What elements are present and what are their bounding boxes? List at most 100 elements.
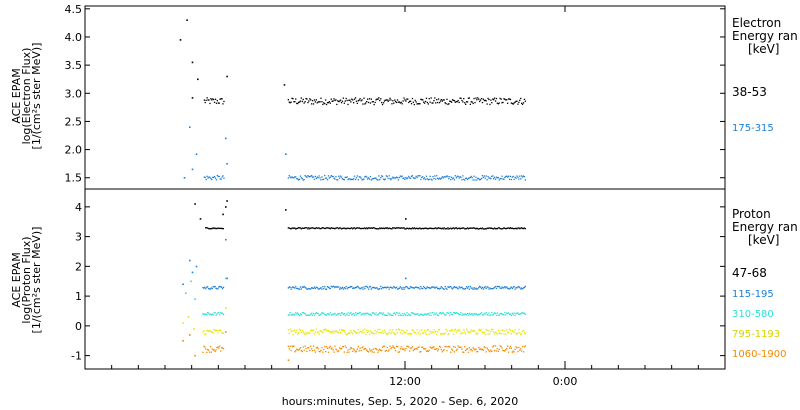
proton-point-310-580 — [379, 312, 381, 314]
electron-point-175-315 — [382, 178, 385, 180]
proton-point-1060-1900 — [488, 350, 490, 352]
electron-point-175-315 — [212, 176, 214, 178]
proton-point-115-195 — [423, 285, 425, 288]
electron-point-175-315 — [507, 175, 510, 177]
proton-point-47-68 — [311, 227, 313, 229]
proton-point-310-580 — [405, 314, 407, 316]
electron-point-175-315 — [396, 177, 399, 179]
proton-point-310-580 — [295, 312, 297, 314]
proton-point-1060-1900 — [390, 347, 392, 350]
proton-point-1060-1900 — [373, 351, 375, 353]
proton-point-47-68 — [461, 227, 463, 229]
proton-point-310-580 — [477, 314, 479, 316]
electron-point-38-53 — [311, 103, 313, 105]
proton-point-115-195 — [409, 286, 412, 288]
proton-point-115-195 — [467, 286, 470, 288]
electron-point-38-53 — [492, 98, 494, 100]
electron-point-38-53 — [214, 98, 217, 100]
proton-point-795-1193 — [211, 331, 213, 333]
electron-point-175-315 — [503, 178, 505, 180]
proton-point-310-580 — [212, 314, 214, 316]
proton-point-115-195 — [456, 287, 458, 289]
proton-point-47-68 — [462, 227, 464, 229]
electron-point-38-53 — [207, 99, 209, 101]
proton-point-1060-1900 — [460, 346, 462, 348]
proton-point-47-68 — [226, 200, 228, 202]
electron-point-175-315 — [285, 153, 287, 155]
proton-point-115-195 — [341, 286, 344, 289]
proton-point-795-1193 — [495, 332, 498, 334]
electron-point-38-53 — [418, 103, 420, 105]
electron-point-38-53 — [379, 99, 381, 102]
electron-point-175-315 — [475, 176, 477, 178]
electron-point-38-53 — [220, 98, 222, 100]
electron-point-38-53 — [377, 98, 379, 100]
electron-point-38-53 — [433, 100, 435, 102]
proton-point-47-68 — [437, 227, 440, 229]
proton-point-795-1193 — [340, 329, 343, 331]
proton-point-310-580 — [221, 312, 223, 314]
proton-point-1060-1900 — [218, 347, 220, 349]
proton-point-795-1193 — [217, 332, 219, 334]
proton-point-1060-1900 — [519, 349, 521, 351]
electron-point-38-53 — [348, 99, 350, 101]
proton-point-1060-1900 — [395, 345, 398, 347]
proton-point-1060-1900 — [345, 346, 347, 349]
proton-point-795-1193 — [182, 322, 184, 324]
proton-point-310-580 — [416, 313, 418, 315]
electron-point-38-53 — [496, 102, 498, 104]
proton-point-115-195 — [389, 286, 391, 288]
electron-point-38-53 — [490, 99, 492, 101]
proton-point-795-1193 — [507, 331, 510, 333]
electron-point-175-315 — [381, 175, 384, 178]
proton-point-1060-1900 — [322, 351, 324, 353]
proton-point-310-580 — [393, 312, 395, 314]
proton-point-47-68 — [497, 227, 499, 229]
proton-point-47-68 — [222, 213, 224, 216]
proton-point-795-1193 — [326, 330, 329, 332]
proton-point-47-68 — [473, 227, 475, 229]
proton-point-1060-1900 — [288, 348, 290, 350]
electron-point-175-315 — [370, 179, 372, 181]
electron-point-38-53 — [353, 102, 355, 104]
proton-point-310-580 — [205, 313, 207, 315]
proton-point-795-1193 — [428, 333, 430, 335]
proton-point-310-580 — [501, 313, 503, 315]
proton-point-1060-1900 — [450, 351, 452, 353]
proton-point-310-580 — [375, 312, 377, 314]
proton-point-115-195 — [464, 288, 466, 290]
electron-point-38-53 — [408, 101, 410, 104]
proton-point-1060-1900 — [314, 351, 316, 353]
proton-point-47-68 — [304, 227, 306, 229]
electron-point-38-53 — [395, 100, 397, 103]
electron-point-38-53 — [325, 99, 327, 101]
proton-point-1060-1900 — [448, 345, 450, 347]
electron-point-175-315 — [226, 163, 228, 165]
proton-point-1060-1900 — [493, 350, 496, 352]
proton-point-795-1193 — [208, 330, 211, 332]
proton-point-115-195 — [443, 288, 445, 290]
proton-point-795-1193 — [203, 330, 205, 332]
proton-point-115-195 — [379, 288, 381, 290]
proton-point-310-580 — [412, 312, 414, 315]
proton-point-1060-1900 — [413, 348, 415, 350]
proton-point-310-580 — [496, 312, 498, 314]
electron-point-175-315 — [296, 178, 298, 180]
proton-point-115-195 — [339, 288, 341, 290]
proton-point-1060-1900 — [308, 347, 310, 349]
proton-point-115-195 — [510, 286, 512, 288]
electron-point-175-315 — [432, 176, 434, 178]
proton-legend-unit: [keV] — [748, 233, 779, 247]
electron-point-38-53 — [507, 98, 510, 100]
proton-point-795-1193 — [519, 332, 521, 334]
electron-point-38-53 — [420, 98, 422, 100]
proton-point-115-195 — [320, 287, 322, 289]
proton-point-1060-1900 — [497, 350, 499, 352]
proton-point-115-195 — [486, 286, 488, 288]
proton-point-1060-1900 — [357, 345, 359, 348]
proton-point-310-580 — [215, 314, 217, 316]
electron-point-38-53 — [299, 100, 302, 102]
electron-point-38-53 — [186, 19, 188, 21]
proton-point-115-195 — [324, 286, 326, 288]
proton-point-795-1193 — [459, 330, 461, 332]
